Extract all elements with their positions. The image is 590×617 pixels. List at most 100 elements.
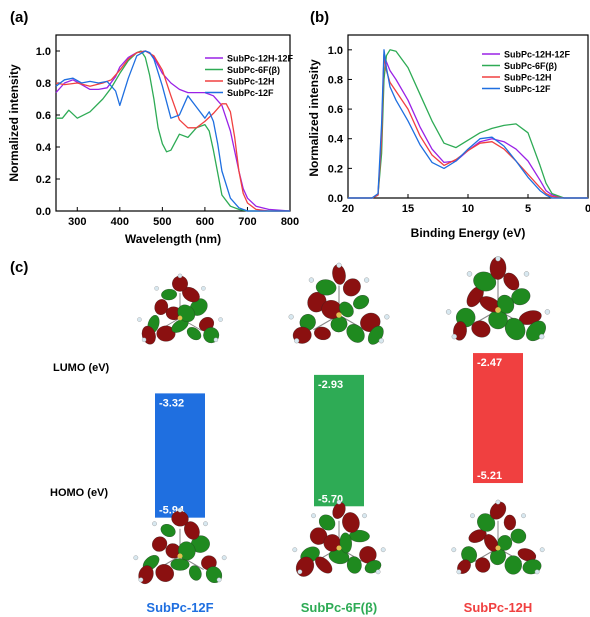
legend-label: SubPc-12H xyxy=(227,77,275,87)
atom xyxy=(216,577,222,583)
atom xyxy=(544,309,551,315)
atom xyxy=(288,314,294,320)
orbital-lobe xyxy=(473,271,497,292)
atom xyxy=(466,271,473,277)
molecule-name: SubPc-12F xyxy=(146,600,213,615)
series-line xyxy=(348,55,588,199)
y-tick-label: 1.0 xyxy=(328,45,343,57)
orbital-render xyxy=(451,499,545,575)
y-axis-label-b: Normalized intensity xyxy=(307,59,321,177)
uv-vis-chart: 300 400 500 600 700 800 0.0 0.2 0.4 0.6 0.8 1.0 Nor… xyxy=(7,34,299,246)
orbital-lobe xyxy=(517,548,537,562)
y-tick-label: 0.4 xyxy=(328,134,344,146)
y-tick-label: 0.6 xyxy=(328,104,343,116)
energy-bar xyxy=(473,353,523,484)
atom xyxy=(137,317,142,322)
orbital-lobe xyxy=(510,528,527,544)
orbital-lobe xyxy=(339,532,352,554)
orbital-lobe xyxy=(471,320,491,338)
orbital-lobe xyxy=(318,514,336,531)
series-line xyxy=(55,50,290,212)
x-tick-label: 10 xyxy=(462,203,474,215)
atom xyxy=(521,513,526,519)
atom xyxy=(218,317,223,322)
lumo-value: -3.32 xyxy=(159,397,184,409)
orbital-lobe xyxy=(489,501,507,520)
atom xyxy=(336,262,342,268)
atom xyxy=(311,513,316,519)
x-tick-label: 400 xyxy=(111,216,129,228)
orbital-render xyxy=(445,256,551,342)
atom xyxy=(539,547,545,553)
orbital-lobe xyxy=(346,324,365,343)
atom xyxy=(133,555,139,561)
orbital-lobe xyxy=(342,512,360,533)
energy-bar xyxy=(314,374,364,507)
orbital-render xyxy=(137,273,223,345)
legend-label: SubPc-12H xyxy=(504,73,552,83)
orbital-lobe xyxy=(332,502,346,519)
atom xyxy=(213,337,219,343)
orbital-lobe xyxy=(154,299,169,315)
x-tick-label: 5 xyxy=(525,203,531,215)
panel-label-a: (a) xyxy=(10,9,28,26)
boron-atom xyxy=(177,553,183,559)
orbital-lobe xyxy=(343,278,361,297)
lumo-value: -2.47 xyxy=(477,357,502,369)
energy-bar xyxy=(155,393,205,518)
atom xyxy=(380,547,386,553)
atom xyxy=(154,286,159,291)
orbital-lobe xyxy=(315,556,333,574)
orbital-lobe xyxy=(152,536,168,552)
atom xyxy=(292,547,298,553)
atom xyxy=(221,555,227,561)
y-tick-label: 0.8 xyxy=(36,78,51,90)
boron-atom xyxy=(495,545,501,551)
orbital-lobe xyxy=(155,564,174,582)
orbital-lobe xyxy=(504,317,526,341)
y-tick-label: 0.2 xyxy=(36,174,51,186)
panel-label-b: (b) xyxy=(310,9,329,26)
x-tick-label: 700 xyxy=(238,216,256,228)
orbital-lobe xyxy=(186,327,202,341)
atom xyxy=(384,314,390,320)
atom xyxy=(470,513,475,519)
y-axis-label-a: Normalized intensity xyxy=(7,64,21,182)
x-tick-label: 600 xyxy=(196,216,214,228)
energy-level-diagram: LUMO (eV) HOMO (eV) -3.32-5.94-2.93-5.70… xyxy=(50,256,551,615)
orbital-lobe xyxy=(184,521,200,540)
y-tick-label: 0.0 xyxy=(328,193,343,205)
x-tick-label: 500 xyxy=(153,216,171,228)
orbital-lobe xyxy=(314,326,331,341)
atom xyxy=(336,499,342,505)
atom xyxy=(177,507,183,513)
homo-value: -5.21 xyxy=(477,470,502,482)
atom xyxy=(375,569,381,575)
atom xyxy=(378,338,384,344)
atom xyxy=(138,577,144,583)
boron-atom xyxy=(336,312,342,318)
orbital-lobe xyxy=(475,557,491,573)
orbital-lobe xyxy=(309,527,328,545)
orbital-lobe xyxy=(172,275,188,292)
series-line xyxy=(55,50,291,212)
ups-chart: 20 15 10 5 0 0.0 0.2 0.4 0.6 0.8 1.0 Normalized in… xyxy=(307,34,590,240)
orbital-lobe xyxy=(161,289,177,301)
lumo-value: -2.93 xyxy=(318,379,343,391)
orbital-render xyxy=(292,499,386,577)
atom xyxy=(523,271,530,277)
legend-label: SubPc-12H-12F xyxy=(227,54,294,64)
atom xyxy=(177,273,183,279)
orbital-lobe xyxy=(461,546,477,564)
atom xyxy=(539,333,545,340)
atom xyxy=(495,499,501,505)
atom xyxy=(141,337,147,343)
legend-label: SubPc-12F xyxy=(227,88,274,98)
atom xyxy=(201,286,206,291)
orbital-render xyxy=(288,262,390,345)
homo-axis-label: HOMO (eV) xyxy=(50,487,108,499)
atom xyxy=(451,547,457,553)
